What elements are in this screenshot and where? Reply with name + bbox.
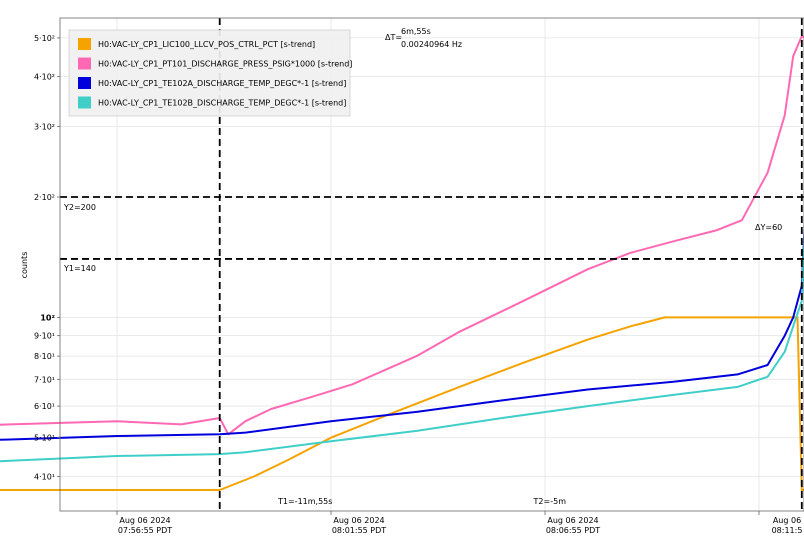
x-tick-date: Aug 06 2024 [333,516,384,525]
y-tick-label: 10² [40,313,55,322]
y-tick-label: 2·10² [34,193,55,202]
series-line-3 [0,219,804,441]
x-tick-date: Aug 06 2024 [547,516,598,525]
legend-swatch [78,38,91,50]
delta-t-prefix: ΔT= [385,33,402,42]
series-line-2 [0,35,804,436]
y-tick-label: 4·10¹ [34,472,55,481]
legend-swatch [78,96,91,109]
x-tick-date: Aug 06 2024 [119,516,170,525]
legend-swatch [78,57,91,70]
legend-entry: H0:VAC-LY_CP1_LIC100_LLCV_POS_CTRL_PCT [… [98,40,315,49]
y-tick-label: 4·10² [34,73,55,82]
delta-t-value: 6m,55s [401,27,431,36]
x-tick-time: 07:56:55 PDT [118,526,172,535]
t2-label: T2=-5m [533,497,567,506]
y-tick-label: 5·10¹ [34,434,55,443]
y-axis: 4·10¹ 5·10¹ 6·10¹ 7·10¹ 8·10¹ 9·10¹ 10² 2·10² 3·… [34,34,60,481]
y1-label: Y1=140 [63,264,96,273]
legend-swatch [78,77,91,89]
series-line-4 [0,223,804,463]
x-tick-time: 08:11:5 [772,526,803,535]
y-axis-label: counts [20,252,29,279]
y-tick-label: 9·10¹ [34,332,55,341]
plot-area [59,17,804,512]
t1-label: T1=-11m,55s [277,497,332,506]
series-line-1 [0,316,804,491]
legend: H0:VAC-LY_CP1_LIC100_LLCV_POS_CTRL_PCT [… [68,29,352,117]
y-tick-label: 6·10¹ [34,402,55,411]
legend-entry: H0:VAC-LY_CP1_TE102A_DISCHARGE_TEMP_DEGC… [98,79,346,88]
y-tick-label: 8·10¹ [34,352,55,361]
y-tick-label: 5·10² [34,34,55,43]
legend-entry: H0:VAC-LY_CP1_TE102B_DISCHARGE_TEMP_DEGC… [98,99,346,108]
y-tick-label: 3·10² [34,123,55,132]
series-lines [0,35,804,491]
delta-y-label: ΔY=60 [755,223,782,232]
legend-entry: H0:VAC-LY_CP1_PT101_DISCHARGE_PRESS_PSIG… [98,60,352,69]
y2-label: Y2=200 [63,203,96,212]
x-tick-time: 08:01:55 PDT [332,526,386,535]
y-tick-label: 7·10¹ [34,375,55,384]
legend-box [68,29,351,117]
x-tick-time: 08:06:55 PDT [546,526,600,535]
delta-t-frequency: 0.00240964 Hz [401,40,462,49]
x-tick-date: Aug 06 [773,516,801,525]
